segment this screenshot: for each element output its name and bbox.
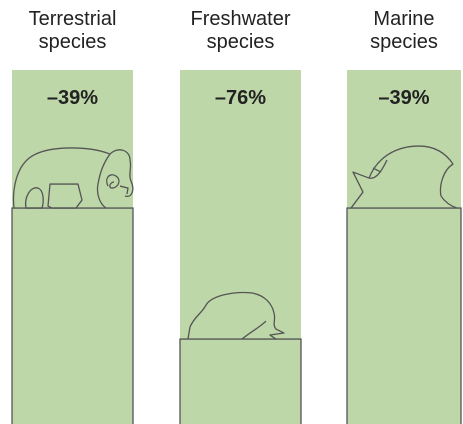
- infographic: –39% –76% –39% Terrestrial species Freshwat…: [0, 0, 463, 424]
- chart: –39% –76% –39%: [0, 0, 463, 424]
- category-label: Freshwater species: [174, 8, 307, 54]
- column-background: [180, 70, 301, 424]
- value-label: –39%: [378, 87, 429, 109]
- column-background: [12, 70, 133, 424]
- value-label: –39%: [47, 87, 98, 109]
- category-label: Marine species: [341, 8, 463, 54]
- column-background: [347, 70, 461, 424]
- value-label: –76%: [215, 87, 266, 109]
- category-label: Terrestrial species: [6, 8, 139, 54]
